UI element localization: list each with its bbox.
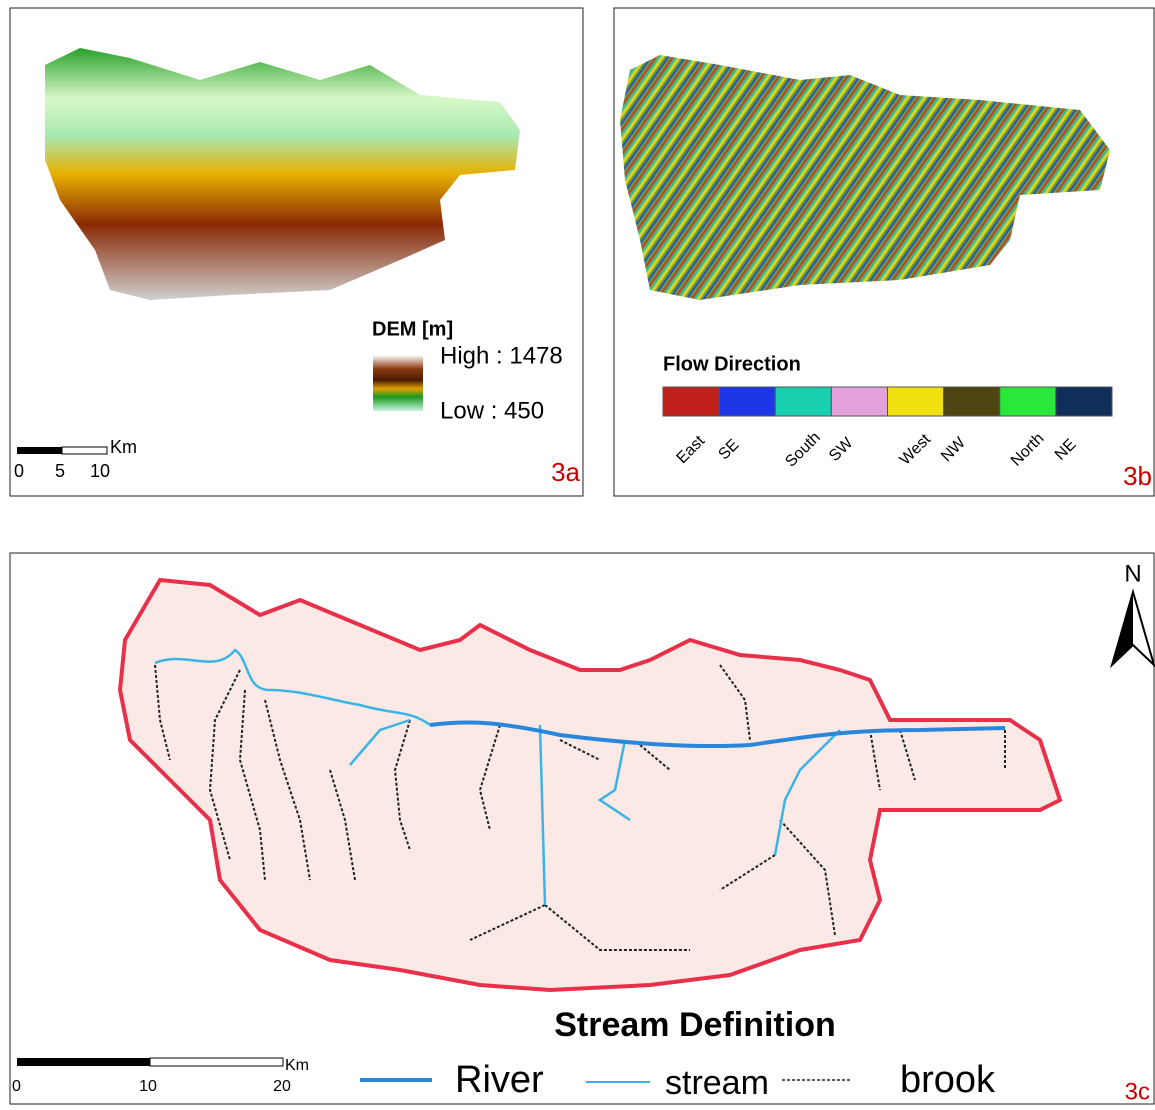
north-label: N [1124, 560, 1141, 587]
flow-map [620, 55, 1110, 300]
scale-tick: 0 [12, 1078, 21, 1095]
panel-a: DEM [m] High : 1478 Low : 450 Km 0 5 10 … [10, 8, 583, 496]
panel-label: 3a [551, 457, 580, 487]
legend-swatch [775, 387, 831, 416]
panel-label: 3b [1123, 461, 1152, 491]
dem-map [45, 48, 520, 300]
legend-high: High : 1478 [440, 342, 563, 369]
legend-label: SE [715, 436, 742, 463]
scale-bar [17, 1058, 150, 1066]
legend-label: stream [665, 1064, 769, 1102]
scale-unit: Km [110, 437, 137, 457]
dem-ramp [373, 355, 423, 411]
map-title: Stream Definition [554, 1006, 835, 1044]
legend-low: Low : 450 [440, 397, 544, 424]
legend-label: North [1008, 430, 1048, 470]
scale-bar [62, 447, 107, 454]
legend-label: South [782, 429, 824, 471]
scale-tick: 5 [55, 461, 65, 481]
legend-swatch [663, 387, 719, 416]
watershed [120, 580, 1060, 990]
legend-label: East [674, 432, 709, 467]
figure: DEM [m] High : 1478 Low : 450 Km 0 5 10 … [0, 0, 1155, 1105]
legend-title: Flow Direction [663, 353, 801, 375]
legend-swatch [944, 387, 1000, 416]
legend-label: NE [1052, 436, 1080, 464]
panel-c: N Stream Definition Km 0 10 20 River str… [10, 553, 1154, 1105]
legend-label: West [897, 431, 935, 469]
scale-tick: 0 [14, 461, 24, 481]
legend-label: NW [938, 434, 970, 466]
scale-tick: 10 [139, 1078, 157, 1095]
scale-tick: 10 [90, 461, 110, 481]
legend-label: River [455, 1059, 544, 1101]
legend-swatch [1056, 387, 1112, 416]
legend-swatch [1000, 387, 1056, 416]
scale-tick: 20 [273, 1078, 291, 1095]
scale-unit: Km [285, 1057, 309, 1074]
legend-swatch [719, 387, 775, 416]
legend-swatch [888, 387, 944, 416]
scale-bar [150, 1058, 283, 1066]
scale-bar [17, 447, 62, 454]
legend-swatch [831, 387, 887, 416]
legend-title: DEM [m] [372, 318, 453, 340]
legend-label: brook [900, 1059, 996, 1101]
legend-label: SW [826, 434, 857, 465]
panel-label: 3c [1125, 1078, 1150, 1105]
